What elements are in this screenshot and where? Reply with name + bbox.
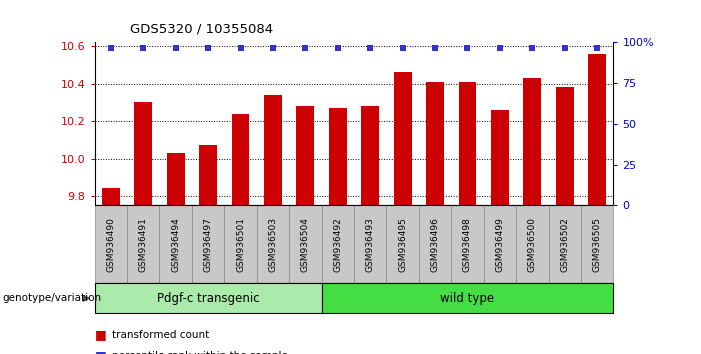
Text: GSM936500: GSM936500 xyxy=(528,217,537,272)
Bar xyxy=(394,73,411,205)
Bar xyxy=(549,205,581,283)
Bar xyxy=(524,78,541,205)
Bar xyxy=(581,205,613,283)
Bar xyxy=(127,205,160,283)
Bar xyxy=(516,205,549,283)
Bar xyxy=(556,87,573,205)
Bar xyxy=(290,205,322,283)
Text: GSM936493: GSM936493 xyxy=(366,217,375,272)
Text: GSM936505: GSM936505 xyxy=(592,217,601,272)
Bar xyxy=(484,205,516,283)
Text: GDS5320 / 10355084: GDS5320 / 10355084 xyxy=(130,22,273,35)
Bar xyxy=(322,283,613,313)
Bar xyxy=(264,95,282,205)
Bar xyxy=(588,54,606,205)
Text: GSM936496: GSM936496 xyxy=(430,217,440,272)
Text: GSM936498: GSM936498 xyxy=(463,217,472,272)
Text: GSM936501: GSM936501 xyxy=(236,217,245,272)
Text: transformed count: transformed count xyxy=(112,330,210,339)
Text: genotype/variation: genotype/variation xyxy=(2,293,101,303)
Text: GSM936502: GSM936502 xyxy=(560,217,569,272)
Text: wild type: wild type xyxy=(440,292,494,305)
Text: GSM936491: GSM936491 xyxy=(139,217,148,272)
Bar xyxy=(167,153,184,205)
Bar xyxy=(135,102,152,205)
Bar xyxy=(354,205,386,283)
Bar xyxy=(224,205,257,283)
Text: GSM936494: GSM936494 xyxy=(171,217,180,272)
Bar xyxy=(95,205,127,283)
Bar xyxy=(297,106,314,205)
Text: ■: ■ xyxy=(95,349,107,354)
Bar xyxy=(95,283,322,313)
Bar xyxy=(451,205,484,283)
Text: GSM936497: GSM936497 xyxy=(203,217,212,272)
Bar xyxy=(361,106,379,205)
Text: GSM936495: GSM936495 xyxy=(398,217,407,272)
Bar xyxy=(102,188,120,205)
Bar xyxy=(322,205,354,283)
Bar xyxy=(257,205,290,283)
Text: GSM936492: GSM936492 xyxy=(333,217,342,272)
Bar xyxy=(386,205,418,283)
Text: GSM936503: GSM936503 xyxy=(268,217,278,272)
Text: ■: ■ xyxy=(95,328,107,341)
Bar xyxy=(458,82,477,205)
Text: GSM936490: GSM936490 xyxy=(107,217,116,272)
Bar xyxy=(231,114,250,205)
Bar xyxy=(160,205,192,283)
Bar xyxy=(426,82,444,205)
Bar xyxy=(491,110,509,205)
Bar xyxy=(192,205,224,283)
Text: Pdgf-c transgenic: Pdgf-c transgenic xyxy=(157,292,259,305)
Text: GSM936499: GSM936499 xyxy=(496,217,505,272)
Bar xyxy=(199,145,217,205)
Text: percentile rank within the sample: percentile rank within the sample xyxy=(112,351,288,354)
Bar xyxy=(418,205,451,283)
Text: GSM936504: GSM936504 xyxy=(301,217,310,272)
Bar xyxy=(329,108,347,205)
